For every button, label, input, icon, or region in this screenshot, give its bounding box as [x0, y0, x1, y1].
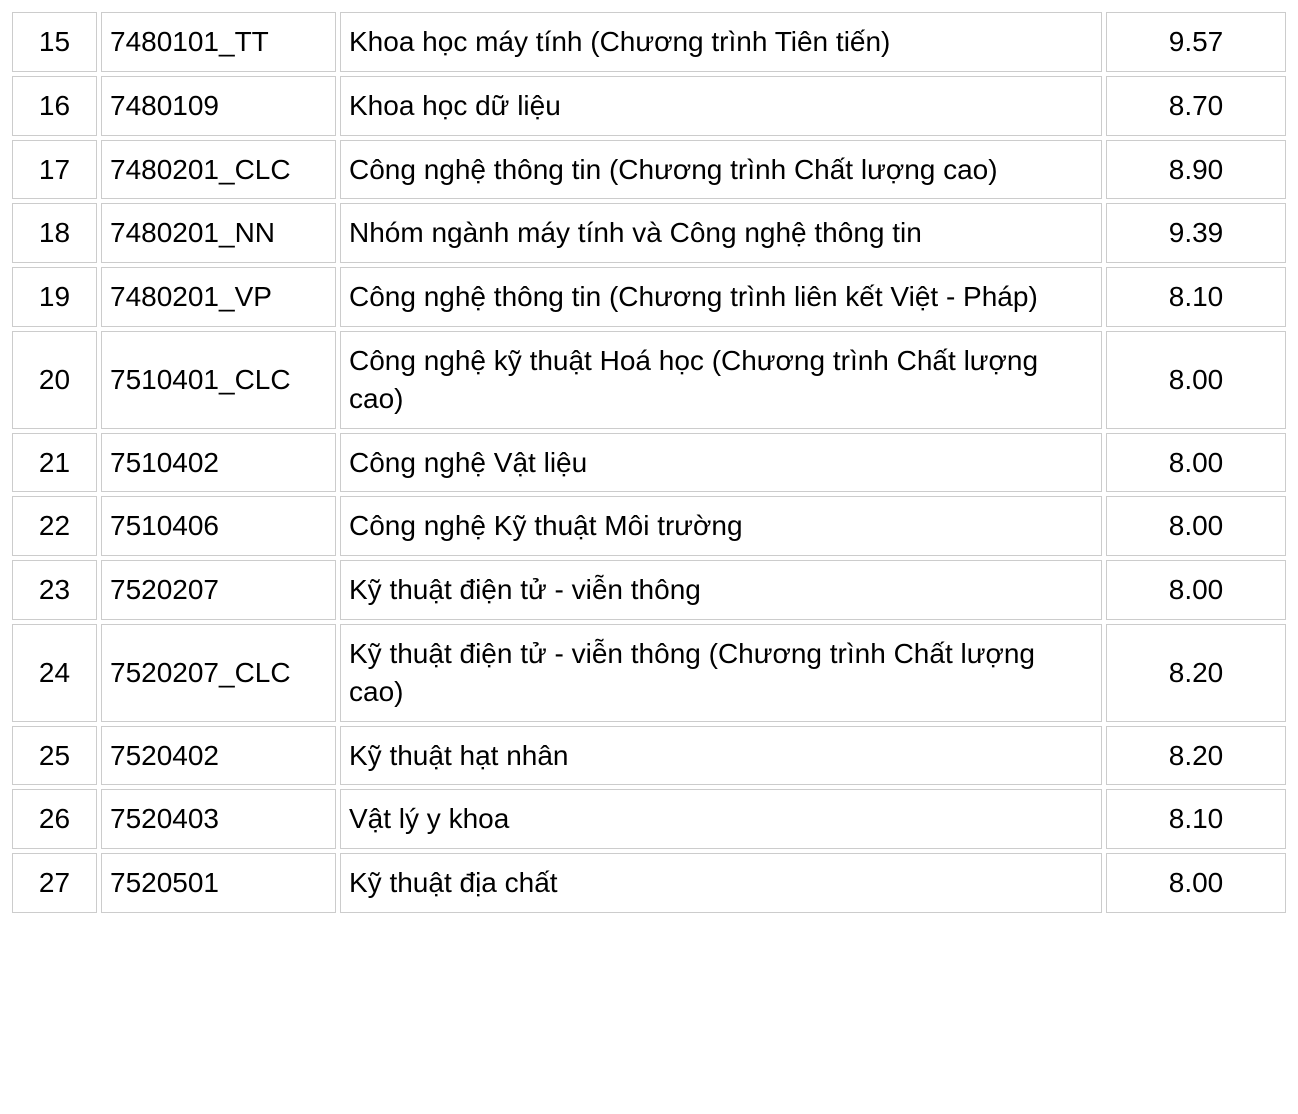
table-row: 26 7520403 Vật lý y khoa 8.10	[12, 789, 1286, 849]
programs-table-body: 15 7480101_TT Khoa học máy tính (Chương …	[12, 12, 1286, 913]
cell-code: 7510401_CLC	[101, 331, 336, 429]
cell-index: 25	[12, 726, 97, 786]
cell-score: 8.70	[1106, 76, 1286, 136]
cell-code: 7510402	[101, 433, 336, 493]
cell-name: Kỹ thuật điện tử - viễn thông (Chương tr…	[340, 624, 1102, 722]
cell-index: 21	[12, 433, 97, 493]
cell-score: 8.00	[1106, 433, 1286, 493]
cell-index: 23	[12, 560, 97, 620]
table-row: 21 7510402 Công nghệ Vật liệu 8.00	[12, 433, 1286, 493]
cell-name: Kỹ thuật điện tử - viễn thông	[340, 560, 1102, 620]
cell-index: 27	[12, 853, 97, 913]
cell-name: Khoa học dữ liệu	[340, 76, 1102, 136]
cell-name: Khoa học máy tính (Chương trình Tiên tiế…	[340, 12, 1102, 72]
table-row: 27 7520501 Kỹ thuật địa chất 8.00	[12, 853, 1286, 913]
cell-index: 20	[12, 331, 97, 429]
cell-code: 7480109	[101, 76, 336, 136]
cell-score: 8.00	[1106, 496, 1286, 556]
cell-index: 15	[12, 12, 97, 72]
table-row: 15 7480101_TT Khoa học máy tính (Chương …	[12, 12, 1286, 72]
cell-name: Công nghệ Kỹ thuật Môi trường	[340, 496, 1102, 556]
cell-name: Công nghệ Vật liệu	[340, 433, 1102, 493]
cell-index: 19	[12, 267, 97, 327]
cell-index: 26	[12, 789, 97, 849]
cell-score: 8.00	[1106, 331, 1286, 429]
table-row: 16 7480109 Khoa học dữ liệu 8.70	[12, 76, 1286, 136]
table-row: 20 7510401_CLC Công nghệ kỹ thuật Hoá họ…	[12, 331, 1286, 429]
cell-score: 9.39	[1106, 203, 1286, 263]
table-row: 18 7480201_NN Nhóm ngành máy tính và Côn…	[12, 203, 1286, 263]
cell-code: 7520207	[101, 560, 336, 620]
cell-score: 8.20	[1106, 624, 1286, 722]
table-row: 24 7520207_CLC Kỹ thuật điện tử - viễn t…	[12, 624, 1286, 722]
cell-name: Nhóm ngành máy tính và Công nghệ thông t…	[340, 203, 1102, 263]
programs-table: 15 7480101_TT Khoa học máy tính (Chương …	[8, 8, 1290, 917]
table-row: 17 7480201_CLC Công nghệ thông tin (Chươ…	[12, 140, 1286, 200]
cell-code: 7510406	[101, 496, 336, 556]
table-row: 23 7520207 Kỹ thuật điện tử - viễn thông…	[12, 560, 1286, 620]
table-row: 25 7520402 Kỹ thuật hạt nhân 8.20	[12, 726, 1286, 786]
cell-score: 8.00	[1106, 853, 1286, 913]
cell-name: Kỹ thuật địa chất	[340, 853, 1102, 913]
cell-score: 8.00	[1106, 560, 1286, 620]
cell-score: 9.57	[1106, 12, 1286, 72]
table-row: 19 7480201_VP Công nghệ thông tin (Chươn…	[12, 267, 1286, 327]
cell-index: 16	[12, 76, 97, 136]
cell-code: 7520403	[101, 789, 336, 849]
cell-index: 24	[12, 624, 97, 722]
cell-code: 7480101_TT	[101, 12, 336, 72]
table-row: 22 7510406 Công nghệ Kỹ thuật Môi trường…	[12, 496, 1286, 556]
cell-code: 7520501	[101, 853, 336, 913]
cell-index: 18	[12, 203, 97, 263]
cell-name: Công nghệ kỹ thuật Hoá học (Chương trình…	[340, 331, 1102, 429]
cell-score: 8.10	[1106, 789, 1286, 849]
cell-score: 8.10	[1106, 267, 1286, 327]
cell-name: Công nghệ thông tin (Chương trình Chất l…	[340, 140, 1102, 200]
cell-code: 7480201_NN	[101, 203, 336, 263]
cell-code: 7480201_CLC	[101, 140, 336, 200]
cell-code: 7520402	[101, 726, 336, 786]
cell-code: 7520207_CLC	[101, 624, 336, 722]
cell-name: Kỹ thuật hạt nhân	[340, 726, 1102, 786]
cell-score: 8.20	[1106, 726, 1286, 786]
cell-score: 8.90	[1106, 140, 1286, 200]
cell-code: 7480201_VP	[101, 267, 336, 327]
cell-name: Vật lý y khoa	[340, 789, 1102, 849]
cell-index: 17	[12, 140, 97, 200]
cell-index: 22	[12, 496, 97, 556]
cell-name: Công nghệ thông tin (Chương trình liên k…	[340, 267, 1102, 327]
